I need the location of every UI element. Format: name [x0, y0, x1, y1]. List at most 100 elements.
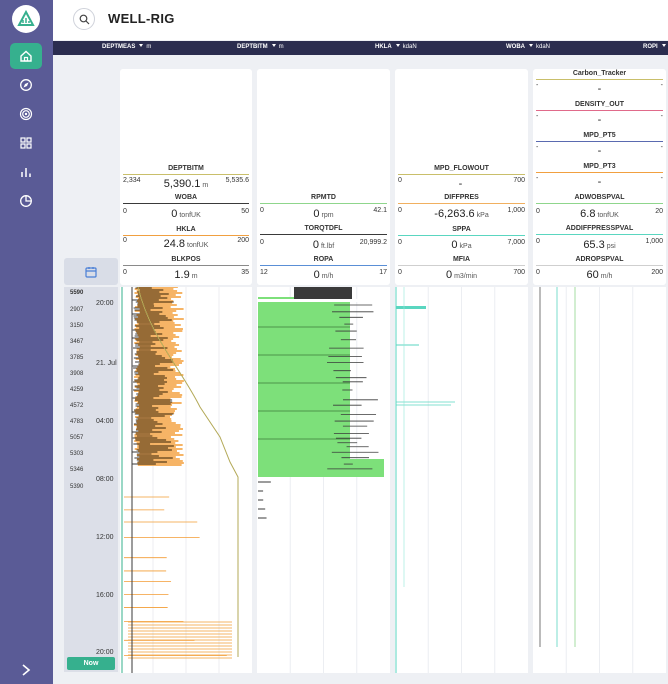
channel-max: 1,000	[645, 238, 663, 245]
channel-color-line	[536, 141, 663, 142]
header-col-ropi[interactable]: ROPI	[643, 44, 668, 50]
channel-name-ropa[interactable]: ROPA	[313, 256, 334, 263]
channel-value: 0	[312, 239, 319, 251]
caret-down-icon	[271, 44, 276, 47]
channel-min: 0	[536, 208, 540, 215]
rpm-fill	[258, 297, 350, 467]
track4-plot	[539, 287, 634, 673]
channel-name-adwobspval[interactable]: ADWOBSPVAL	[574, 194, 625, 201]
channel-name-deptbitm[interactable]: DEPTBITM	[168, 165, 204, 172]
time-label: 20:00	[96, 300, 114, 307]
channel-value: -	[597, 176, 602, 188]
channel-name-adropspval[interactable]: ADROPSPVAL	[575, 256, 624, 263]
nav-dashboards[interactable]	[10, 130, 42, 156]
header-col-label: HKLA	[375, 44, 392, 50]
logo-icon	[17, 9, 35, 26]
nav-reports[interactable]	[10, 188, 42, 214]
nav-target[interactable]	[10, 101, 42, 127]
channel-value: -	[597, 114, 602, 126]
blkpos-trace	[137, 287, 239, 657]
nav-explore[interactable]	[10, 72, 42, 98]
channel-value: 24.8	[163, 238, 185, 250]
track2-channel-panel: RPMTD 0 0 rpm 42.1 TORQTDFL 0 0 ft.lbf 20,…	[257, 69, 390, 285]
channel-color-line	[536, 203, 663, 204]
channel-name-hkla[interactable]: HKLA	[176, 226, 196, 233]
channel-name-density-out[interactable]: DENSITY_OUT	[574, 101, 624, 108]
channel-min: 0	[260, 239, 264, 246]
channel-max: 1,000	[507, 207, 525, 214]
channel-max: 200	[651, 269, 663, 276]
channel-name-diffpres[interactable]: DIFFPRES	[444, 194, 479, 201]
channel-value: 5,390.1	[163, 178, 201, 190]
track4-curves[interactable]	[533, 287, 666, 673]
track1-curves[interactable]	[120, 287, 252, 673]
now-button[interactable]: Now	[67, 657, 115, 670]
target-icon	[19, 107, 33, 121]
channel-color-line	[536, 265, 663, 266]
header-col-deptbitm[interactable]: DEPTBITM m	[237, 44, 284, 50]
channel-name-mpd-pt3[interactable]: MPD_PT3	[583, 163, 616, 170]
channel-name-blkpos[interactable]: BLKPOS	[171, 256, 201, 263]
channel-name-mfia[interactable]: MFIA	[452, 256, 471, 263]
track3-curves[interactable]	[395, 287, 528, 673]
track1-plot	[121, 287, 239, 673]
time-label: 16:00	[96, 592, 114, 599]
channel-name-rpmtd[interactable]: RPMTD	[311, 194, 336, 201]
channel-name-sppa[interactable]: SPPA	[452, 226, 471, 233]
header-col-hkla[interactable]: HKLA kdaN	[375, 44, 417, 50]
channel-max: -	[660, 144, 663, 151]
channel-value: 0	[313, 269, 320, 281]
header-col-woba[interactable]: WOBA kdaN	[506, 44, 550, 50]
search-button[interactable]	[73, 8, 95, 30]
date-picker-button[interactable]	[64, 258, 118, 285]
channel-color-line	[123, 203, 249, 204]
time-depth-axis[interactable]: 5590 2907 3150 3467 3785 3908 4259 4572 …	[64, 287, 118, 672]
search-icon	[79, 14, 89, 24]
channel-name-carbon-tracker[interactable]: Carbon_Tracker	[572, 70, 627, 77]
depth-label: 4259	[70, 387, 84, 393]
channel-max: 200	[237, 237, 249, 244]
track2-plot	[258, 287, 390, 673]
track2-curves[interactable]	[257, 287, 390, 673]
time-label: 08:00	[96, 476, 114, 483]
depth-label: 2907	[70, 307, 84, 313]
channel-name-mpd-pt5[interactable]: MPD_PT5	[583, 132, 616, 139]
channel-color-line	[260, 265, 387, 266]
channel-color-line	[260, 203, 387, 204]
channel-min: 0	[260, 207, 264, 214]
channel-max: -	[660, 82, 663, 89]
channel-max: 5,535.6	[225, 177, 249, 184]
app-logo[interactable]	[12, 5, 40, 33]
channel-value: 65.3	[583, 239, 605, 251]
expand-sidebar-icon[interactable]	[18, 663, 34, 677]
channel-name-woba[interactable]: WOBA	[174, 194, 198, 201]
channel-unit: m/h	[321, 273, 334, 280]
nav-home[interactable]	[10, 43, 42, 69]
depth-label: 5057	[70, 435, 84, 441]
channel-min: 0	[398, 269, 402, 276]
channel-min: 2,334	[123, 177, 141, 184]
calendar-icon	[85, 266, 97, 278]
header-col-label: DEPTBITM	[237, 44, 268, 50]
channel-unit: tonfUK	[179, 212, 201, 219]
channel-unit: psi	[606, 243, 616, 250]
channel-max: 35	[241, 269, 249, 276]
channel-value: -	[597, 145, 602, 157]
channel-max: 20,999.2	[359, 239, 387, 246]
channel-min: 0	[536, 238, 540, 245]
header-col-unit: m	[278, 44, 284, 50]
depth-label: 3785	[70, 355, 84, 361]
channel-name-addiffpresspval[interactable]: ADDIFFPRESSPVAL	[565, 225, 634, 232]
channel-color-line	[536, 79, 663, 80]
channel-min: -	[536, 175, 539, 182]
channel-color-line	[123, 174, 249, 175]
channel-name-mpd-flowout[interactable]: MPD_FLOWOUT	[434, 165, 489, 172]
channel-min: 0	[398, 207, 402, 214]
channel-unit: tonfUK	[187, 242, 209, 249]
channel-name-torqtdfl[interactable]: TORQTDFL	[304, 225, 343, 232]
header-col-unit: kdaN	[536, 44, 551, 50]
nav-charts[interactable]	[10, 159, 42, 185]
topbar: WELL-RIG	[53, 0, 668, 40]
channel-value: -	[458, 178, 463, 190]
header-col-deptmeas[interactable]: DEPTMEAS m	[102, 44, 151, 50]
